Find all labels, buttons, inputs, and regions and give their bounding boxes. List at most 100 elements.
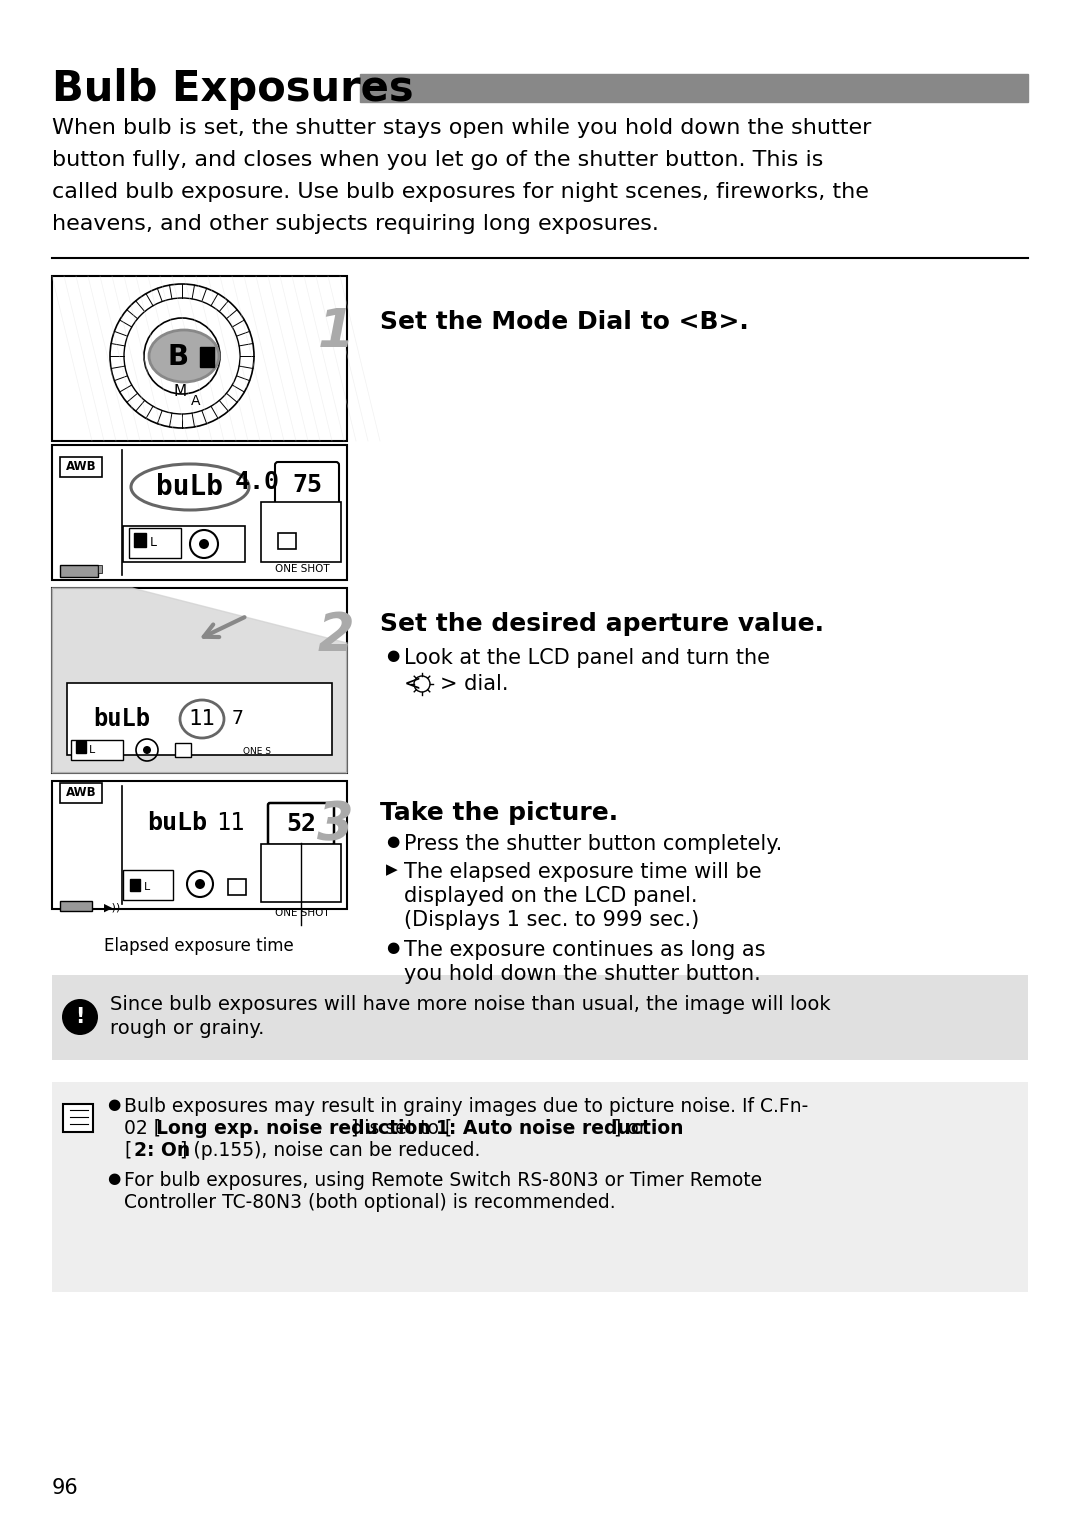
- Text: A: A: [191, 394, 201, 408]
- Text: buLb: buLb: [157, 473, 224, 500]
- Text: [: [: [124, 1141, 132, 1161]
- Text: The exposure continues as long as: The exposure continues as long as: [404, 940, 766, 960]
- Circle shape: [199, 538, 210, 549]
- Bar: [60, 783, 102, 803]
- Text: Controller TC-80N3 (both optional) is recommended.: Controller TC-80N3 (both optional) is re…: [124, 1192, 616, 1212]
- Text: M: M: [174, 383, 187, 399]
- Text: ONE SHOT: ONE SHOT: [274, 564, 329, 573]
- Text: 2: 2: [318, 610, 354, 662]
- Text: 11: 11: [216, 811, 244, 835]
- FancyBboxPatch shape: [60, 564, 98, 576]
- FancyBboxPatch shape: [261, 844, 341, 902]
- Bar: [76, 741, 86, 753]
- Text: Press the shutter button completely.: Press the shutter button completely.: [404, 834, 782, 853]
- Text: For bulb exposures, using Remote Switch RS-80N3 or Timer Remote: For bulb exposures, using Remote Switch …: [124, 1171, 762, 1189]
- Text: Since bulb exposures will have more noise than usual, the image will look: Since bulb exposures will have more nois…: [110, 995, 831, 1015]
- Circle shape: [195, 879, 205, 888]
- Text: 02 [: 02 [: [124, 1119, 161, 1138]
- FancyBboxPatch shape: [129, 528, 181, 558]
- Bar: [228, 879, 246, 894]
- Text: ▶: ▶: [386, 862, 397, 878]
- Bar: [175, 742, 191, 757]
- Text: heavens, and other subjects requiring long exposures.: heavens, and other subjects requiring lo…: [52, 214, 659, 234]
- Text: 11: 11: [189, 709, 215, 729]
- Text: B: B: [167, 344, 189, 371]
- Text: 52: 52: [286, 812, 316, 837]
- Text: ONE SHOT: ONE SHOT: [274, 908, 329, 919]
- Bar: [52, 975, 1028, 1060]
- Text: When bulb is set, the shutter stays open while you hold down the shutter: When bulb is set, the shutter stays open…: [52, 119, 872, 138]
- Text: Set the Mode Dial to <B>.: Set the Mode Dial to <B>.: [380, 310, 748, 335]
- FancyBboxPatch shape: [268, 803, 334, 846]
- Text: buLb: buLb: [147, 811, 207, 835]
- Text: !: !: [76, 1007, 84, 1027]
- Text: Elapsed exposure time: Elapsed exposure time: [104, 937, 294, 955]
- Circle shape: [62, 999, 98, 1034]
- Text: 96: 96: [52, 1478, 79, 1498]
- Text: ] (p.155), noise can be reduced.: ] (p.155), noise can be reduced.: [180, 1141, 481, 1161]
- Bar: [360, 75, 1028, 102]
- Text: buLb: buLb: [94, 707, 150, 732]
- Text: 1: 1: [318, 306, 354, 357]
- Text: Take the picture.: Take the picture.: [380, 802, 618, 824]
- Text: Long exp. noise reduction: Long exp. noise reduction: [156, 1119, 431, 1138]
- Text: (Displays 1 sec. to 999 sec.): (Displays 1 sec. to 999 sec.): [404, 910, 699, 929]
- FancyBboxPatch shape: [52, 275, 347, 441]
- Text: ▶)): ▶)): [104, 902, 121, 913]
- Text: <: <: [404, 674, 421, 694]
- FancyBboxPatch shape: [63, 1104, 93, 1132]
- Bar: [278, 532, 296, 549]
- Text: The elapsed exposure time will be: The elapsed exposure time will be: [404, 862, 761, 882]
- Bar: [98, 564, 102, 573]
- Text: AWB: AWB: [66, 461, 96, 473]
- Circle shape: [124, 298, 240, 414]
- FancyBboxPatch shape: [123, 526, 245, 561]
- FancyBboxPatch shape: [52, 446, 347, 580]
- Circle shape: [144, 318, 220, 394]
- FancyBboxPatch shape: [67, 683, 332, 754]
- Text: button fully, and closes when you let go of the shutter button. This is: button fully, and closes when you let go…: [52, 151, 823, 170]
- Bar: [60, 456, 102, 478]
- Bar: [200, 347, 214, 367]
- FancyBboxPatch shape: [275, 462, 339, 508]
- Text: 1: Auto noise reduction: 1: Auto noise reduction: [436, 1119, 684, 1138]
- Text: rough or grainy.: rough or grainy.: [110, 1019, 265, 1037]
- Text: ] is set to [: ] is set to [: [351, 1119, 453, 1138]
- Text: you hold down the shutter button.: you hold down the shutter button.: [404, 964, 760, 984]
- Text: displayed on the LCD panel.: displayed on the LCD panel.: [404, 887, 698, 907]
- Text: ●: ●: [107, 1171, 120, 1186]
- Circle shape: [143, 745, 151, 754]
- Text: Bulb Exposures: Bulb Exposures: [52, 68, 414, 110]
- Text: ONE S: ONE S: [243, 747, 271, 756]
- Text: Look at the LCD panel and turn the: Look at the LCD panel and turn the: [404, 648, 770, 668]
- Text: called bulb exposure. Use bulb exposures for night scenes, fireworks, the: called bulb exposure. Use bulb exposures…: [52, 183, 869, 202]
- Bar: [134, 532, 146, 548]
- FancyBboxPatch shape: [52, 589, 347, 773]
- FancyBboxPatch shape: [71, 741, 123, 760]
- Text: 7: 7: [232, 709, 244, 729]
- Text: 2: On: 2: On: [134, 1141, 190, 1161]
- Text: L: L: [150, 535, 157, 549]
- Bar: [52, 1081, 1028, 1291]
- Polygon shape: [52, 589, 347, 773]
- Text: ●: ●: [386, 648, 400, 663]
- FancyBboxPatch shape: [52, 780, 347, 910]
- Ellipse shape: [149, 330, 219, 382]
- FancyBboxPatch shape: [261, 502, 341, 561]
- FancyBboxPatch shape: [60, 900, 92, 911]
- Text: L: L: [89, 745, 95, 754]
- FancyBboxPatch shape: [123, 870, 173, 900]
- Text: ●: ●: [107, 1097, 120, 1112]
- Text: 75: 75: [292, 473, 322, 497]
- Text: ●: ●: [386, 834, 400, 849]
- Text: 4.0: 4.0: [234, 470, 280, 494]
- Text: ] or: ] or: [615, 1119, 647, 1138]
- Text: Set the desired aperture value.: Set the desired aperture value.: [380, 611, 824, 636]
- Text: > dial.: > dial.: [440, 674, 509, 694]
- Bar: [130, 879, 140, 891]
- Text: AWB: AWB: [66, 786, 96, 800]
- Text: L: L: [144, 882, 150, 891]
- Text: ●: ●: [386, 940, 400, 955]
- Text: Bulb exposures may result in grainy images due to picture noise. If C.Fn-: Bulb exposures may result in grainy imag…: [124, 1097, 808, 1116]
- Text: 3: 3: [318, 799, 354, 852]
